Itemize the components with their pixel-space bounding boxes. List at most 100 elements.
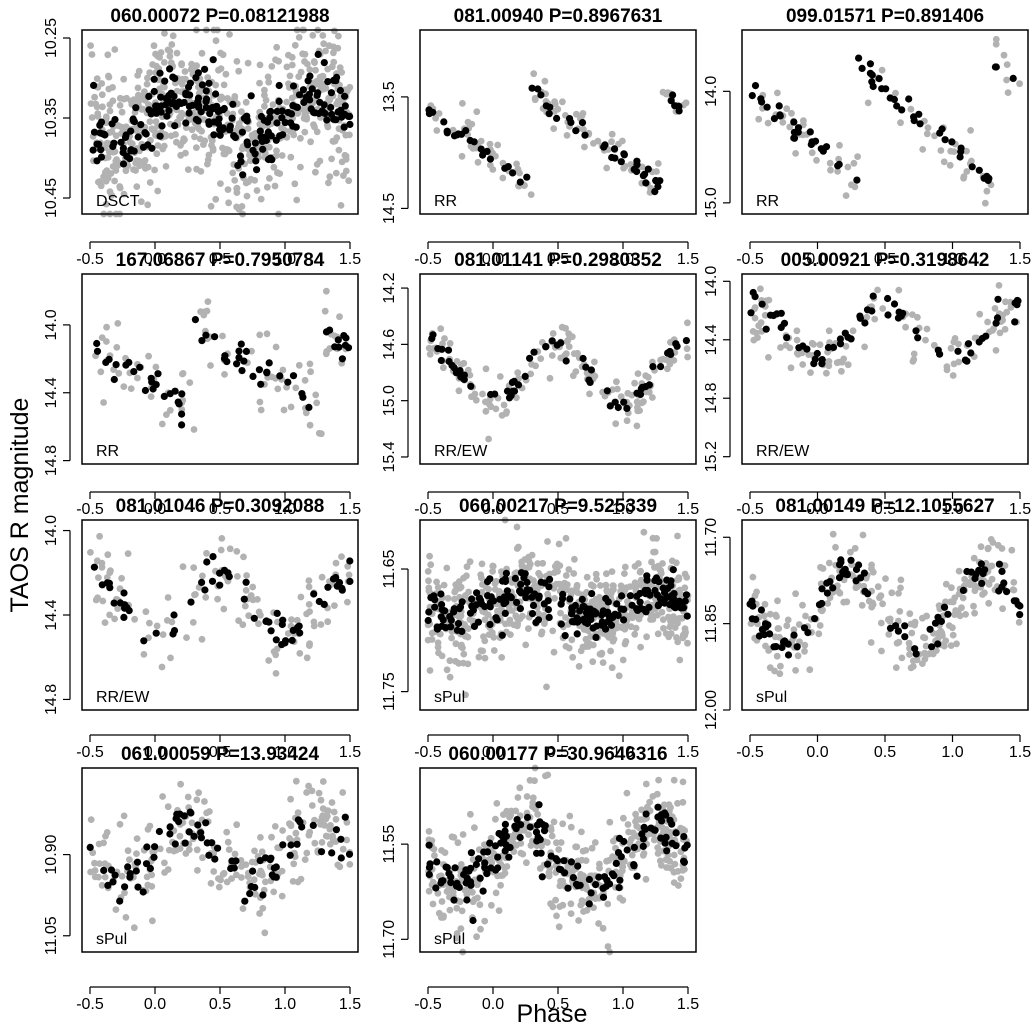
raw-point (586, 390, 593, 398)
raw-point (131, 615, 139, 623)
x-tick-label: 1.5 (1009, 251, 1031, 268)
binned-point (898, 106, 906, 114)
raw-point (259, 904, 267, 912)
binned-point (134, 883, 142, 891)
binned-point (111, 116, 119, 124)
binned-point (139, 143, 147, 151)
raw-point (637, 643, 644, 651)
x-tick-label: 0.5 (209, 744, 231, 761)
binned-point (279, 616, 287, 624)
raw-point (199, 572, 206, 580)
raw-point (923, 612, 930, 620)
raw-point (116, 102, 124, 109)
raw-point (619, 656, 627, 664)
raw-point (245, 612, 253, 620)
binned-point (137, 121, 145, 129)
binned-point (106, 584, 114, 592)
binned-point (758, 98, 766, 106)
raw-point (204, 74, 212, 81)
binned-point (669, 91, 677, 99)
raw-point (563, 132, 571, 139)
raw-point (514, 622, 521, 630)
raw-point (272, 670, 280, 677)
raw-point (446, 340, 454, 347)
binned-point (588, 590, 596, 598)
raw-point (920, 634, 927, 641)
raw-point (559, 820, 567, 828)
raw-point (278, 124, 285, 132)
x-tick-label: 1.0 (274, 996, 296, 1013)
raw-point (827, 166, 834, 174)
raw-point (306, 828, 314, 836)
binned-point (153, 102, 161, 110)
raw-point (644, 373, 652, 381)
raw-point (345, 571, 353, 579)
raw-point (675, 615, 683, 622)
raw-point (305, 577, 313, 584)
x-tick-label: -0.5 (414, 501, 442, 518)
raw-point (317, 821, 324, 828)
raw-point (312, 391, 320, 399)
raw-point (231, 177, 239, 184)
raw-point (955, 567, 963, 575)
raw-point (567, 900, 575, 908)
raw-point (842, 342, 850, 350)
raw-point (306, 421, 314, 429)
raw-point (945, 622, 953, 629)
raw-point (482, 365, 490, 373)
panel-title: 081.00149 P=12.1055627 (775, 496, 994, 517)
raw-point (176, 832, 184, 840)
panel-title: 081.01141 P=0.2980352 (454, 250, 662, 271)
binned-point (334, 336, 342, 344)
binned-point (658, 817, 666, 825)
binned-point (341, 813, 349, 821)
x-tick-label: 0.5 (547, 251, 569, 268)
y-tick-label: 15.0 (381, 385, 398, 416)
binned-points (428, 331, 691, 412)
raw-point (87, 868, 94, 876)
raw-point (679, 867, 687, 874)
binned-point (682, 591, 691, 599)
raw-point (111, 615, 118, 623)
raw-point (527, 842, 535, 849)
raw-point (127, 385, 135, 392)
binned-point (161, 77, 169, 85)
raw-point (440, 364, 447, 372)
binned-point (141, 386, 149, 395)
raw-point (166, 406, 174, 414)
raw-point (312, 66, 319, 74)
binned-point (502, 832, 510, 840)
binned-point (544, 860, 552, 868)
raw-point (339, 789, 347, 796)
binned-point (673, 342, 681, 350)
binned-point (327, 89, 335, 97)
raw-point (106, 611, 113, 619)
raw-point (631, 630, 639, 638)
binned-point (346, 557, 354, 565)
raw-point (506, 813, 513, 821)
raw-point (1008, 546, 1016, 554)
raw-point (303, 789, 310, 796)
raw-point (638, 806, 645, 814)
raw-point (103, 829, 111, 836)
binned-point (288, 636, 296, 645)
raw-point (152, 363, 160, 371)
raw-point (567, 823, 575, 831)
raw-point (257, 834, 264, 841)
raw-point (595, 596, 603, 603)
raw-point (188, 819, 196, 827)
binned-point (332, 826, 340, 834)
binned-point (748, 597, 756, 605)
raw-point (788, 109, 795, 117)
binned-points (89, 50, 354, 179)
binned-point (811, 355, 819, 363)
binned-point (287, 110, 296, 118)
raw-point (761, 600, 769, 608)
binned-point (447, 879, 455, 887)
raw-point (188, 126, 196, 134)
binned-point (964, 340, 973, 348)
binned-point (661, 809, 669, 817)
raw-point (287, 822, 295, 830)
raw-point (922, 336, 929, 344)
raw-point (218, 94, 226, 102)
